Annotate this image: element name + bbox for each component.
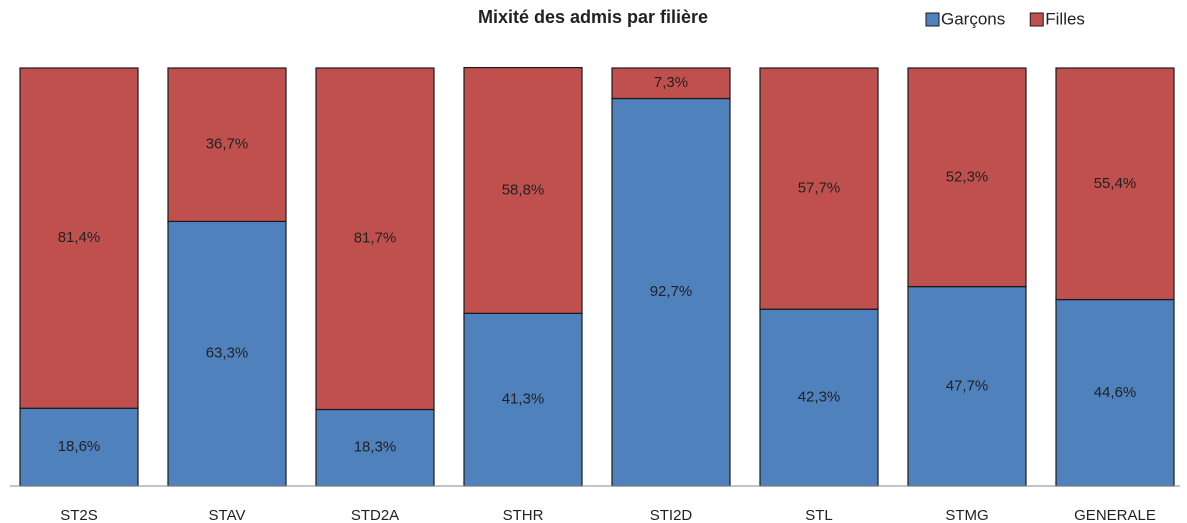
data-label: 42,3% bbox=[798, 389, 841, 406]
x-tick-label: STMG bbox=[945, 507, 988, 523]
bar-segment bbox=[907, 286, 1027, 487]
bar-segment bbox=[463, 66, 583, 314]
data-label: 63,3% bbox=[206, 345, 249, 362]
chart-title: Mixité des admis par filière bbox=[478, 7, 708, 27]
legend-swatch bbox=[1029, 12, 1044, 27]
data-label: 52,3% bbox=[946, 168, 989, 185]
bar-segment bbox=[1055, 298, 1175, 487]
x-tick-label: GENERALE bbox=[1074, 507, 1156, 523]
legend-swatch bbox=[925, 12, 940, 27]
x-tick-label: STAV bbox=[209, 507, 246, 523]
x-tick-label: STL bbox=[805, 507, 833, 523]
data-label: 41,3% bbox=[502, 391, 545, 408]
bar-segment bbox=[759, 67, 879, 310]
data-label: 81,7% bbox=[354, 230, 397, 247]
bar-segment bbox=[19, 67, 139, 409]
data-label: 57,7% bbox=[798, 180, 841, 197]
data-label: 58,8% bbox=[502, 181, 545, 198]
data-label: 55,4% bbox=[1094, 175, 1137, 192]
bar-segment bbox=[19, 407, 139, 487]
data-label: 18,3% bbox=[354, 439, 397, 456]
bar-segment bbox=[315, 408, 435, 487]
bar-segment bbox=[315, 67, 435, 411]
x-tick-label: STHR bbox=[503, 507, 544, 523]
legend-label: Filles bbox=[1045, 9, 1085, 28]
data-label: 44,6% bbox=[1094, 384, 1137, 401]
bar-segment bbox=[611, 67, 731, 100]
bar-segment bbox=[167, 67, 287, 223]
bar-segment bbox=[759, 308, 879, 487]
data-label: 81,4% bbox=[58, 229, 101, 246]
x-tick-label: STD2A bbox=[351, 507, 399, 523]
bar-segment bbox=[1055, 67, 1175, 301]
data-label: 18,6% bbox=[58, 438, 101, 455]
data-label: 7,3% bbox=[654, 74, 688, 91]
data-label: 36,7% bbox=[206, 136, 249, 153]
data-label: 92,7% bbox=[650, 283, 693, 300]
bar-segment bbox=[907, 67, 1027, 288]
x-tick-label: ST2S bbox=[60, 507, 98, 523]
legend-label: Garçons bbox=[941, 9, 1005, 28]
x-tick-label: STI2D bbox=[650, 507, 693, 523]
data-label: 47,7% bbox=[946, 377, 989, 394]
